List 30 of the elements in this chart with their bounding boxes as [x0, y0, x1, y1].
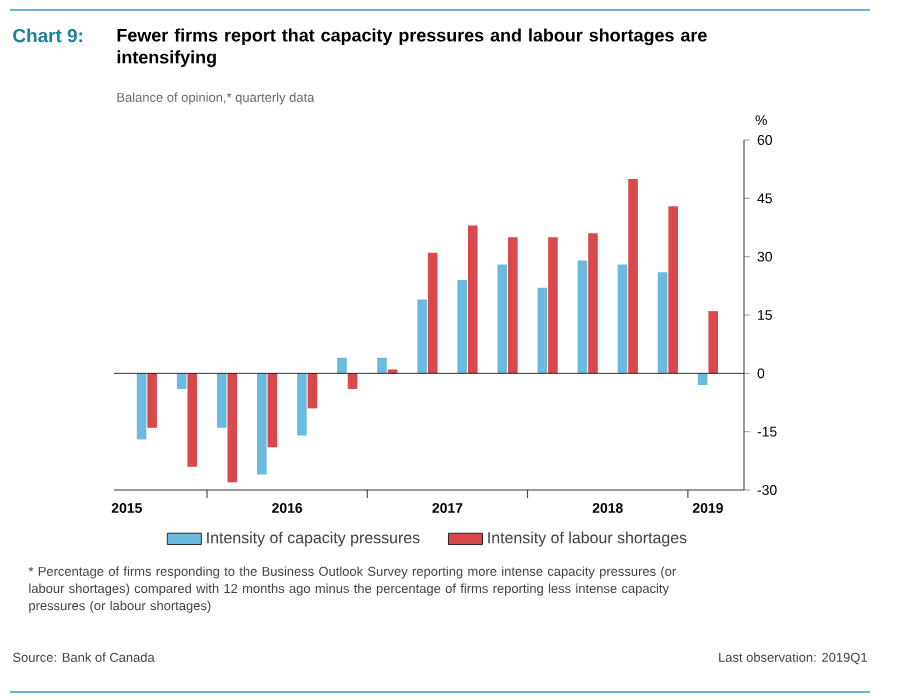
- bar: [136, 373, 147, 440]
- bar: [708, 311, 719, 374]
- bar: [467, 225, 478, 374]
- bar: [216, 373, 227, 428]
- bar: [267, 373, 278, 448]
- bar: [176, 373, 187, 389]
- chart-title: Fewer firms report that capacity pressures and labour shortages are intensifying: [117, 28, 707, 68]
- bar: [377, 357, 387, 374]
- bar: [297, 373, 307, 436]
- bar: [457, 280, 467, 374]
- bar: [227, 373, 238, 483]
- bar: [347, 373, 358, 389]
- bar: [427, 252, 438, 374]
- caption: Chart 9:: [13, 28, 83, 43]
- bar: [508, 237, 518, 374]
- bar: [628, 178, 638, 374]
- bar: [307, 373, 318, 409]
- bar: [668, 206, 678, 374]
- bar: [147, 373, 157, 428]
- bar: [657, 272, 668, 374]
- bar: [617, 264, 628, 374]
- bar: [577, 260, 588, 374]
- bar: [548, 237, 558, 374]
- bar: [588, 233, 598, 374]
- bar: [257, 373, 267, 475]
- bar: [537, 287, 548, 374]
- bar: [417, 299, 427, 374]
- bar: [337, 357, 347, 374]
- bar: [497, 264, 508, 374]
- bar: [187, 373, 198, 467]
